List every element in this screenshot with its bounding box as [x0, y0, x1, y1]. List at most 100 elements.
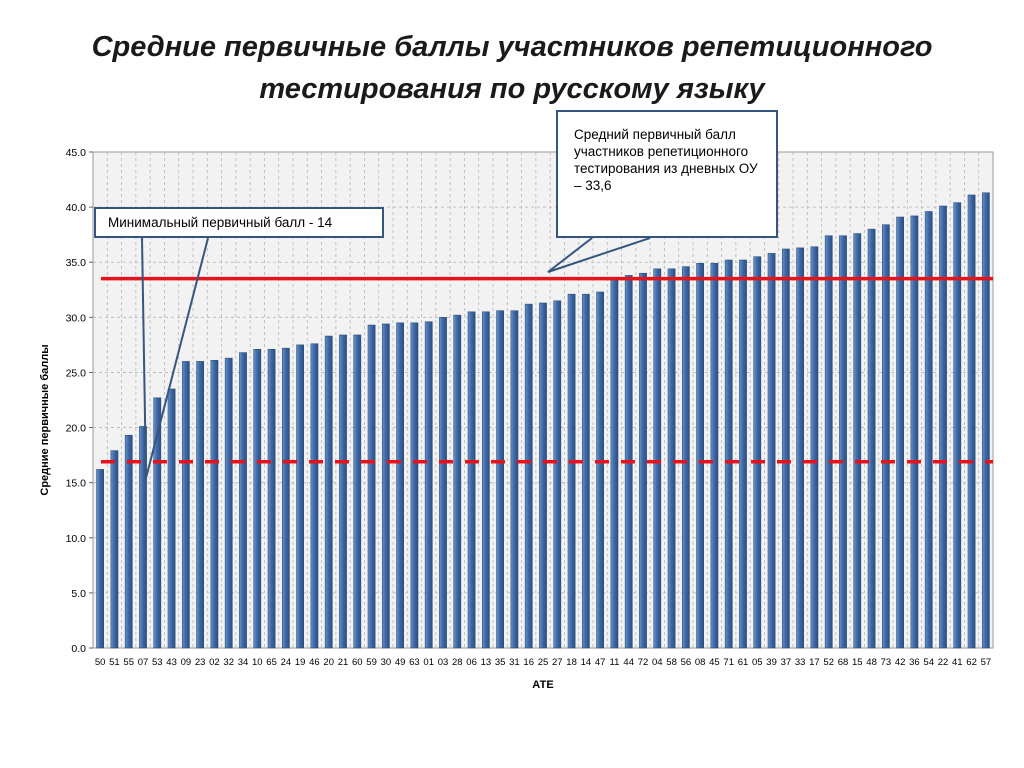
- x-tick-label: 25: [538, 657, 549, 668]
- bar: [310, 343, 319, 649]
- bar: [439, 317, 447, 649]
- x-tick-label: 21: [338, 657, 349, 668]
- x-tick-label: 49: [395, 657, 406, 668]
- x-tick-label: 17: [809, 657, 820, 668]
- x-tick-label: 55: [123, 657, 134, 668]
- x-tick-label: 24: [281, 657, 292, 668]
- bar: [810, 246, 819, 649]
- bar: [753, 256, 762, 649]
- bar: [124, 434, 133, 649]
- avg-callout-pointer: [547, 237, 651, 273]
- bar: [881, 224, 890, 649]
- bar: [481, 311, 490, 649]
- bar: [196, 361, 205, 649]
- bar: [296, 344, 305, 649]
- x-tick-label: 46: [309, 657, 320, 668]
- bar: [324, 335, 333, 649]
- x-tick-label: 28: [452, 657, 463, 668]
- x-tick-label: 14: [581, 657, 592, 668]
- bar: [253, 348, 262, 649]
- x-tick-label: 16: [523, 657, 534, 668]
- bar: [639, 272, 647, 649]
- x-tick-label: 01: [423, 657, 434, 668]
- x-tick-label: 73: [881, 657, 892, 668]
- x-tick-label: 42: [895, 657, 906, 668]
- page-title-line-2: тестирования по русскому языку: [259, 73, 765, 105]
- bar: [767, 253, 776, 649]
- bar: [281, 347, 290, 649]
- x-tick-label: 43: [166, 657, 177, 668]
- bar: [510, 310, 519, 649]
- bars: [96, 192, 990, 649]
- avg-score-callout-text: Средний первичный балл участников репети…: [574, 127, 758, 193]
- bar: [939, 205, 947, 649]
- bar: [610, 278, 619, 649]
- bar: [781, 248, 790, 649]
- bar: [553, 300, 562, 649]
- y-tick-label: 30.0: [66, 312, 87, 324]
- x-tick-label: 05: [752, 657, 763, 668]
- y-axis-title: Средние первичные баллы: [39, 344, 51, 495]
- x-tick-label: 23: [195, 657, 206, 668]
- x-tick-label: 11: [609, 657, 619, 668]
- bar: [696, 263, 705, 649]
- x-tick-label: 54: [923, 657, 934, 668]
- bar: [724, 259, 733, 649]
- x-axis-title: АТЕ: [532, 679, 553, 691]
- bar: [896, 216, 905, 649]
- x-tick-label: 08: [695, 657, 706, 668]
- y-tick-label: 10.0: [66, 533, 87, 545]
- x-tick-label: 53: [152, 657, 163, 668]
- bar: [410, 322, 419, 649]
- bar: [453, 314, 462, 649]
- x-tick-label: 41: [952, 657, 963, 668]
- y-tick-label: 25.0: [66, 367, 87, 379]
- x-tick-label: 18: [566, 657, 577, 668]
- x-tick-label: 51: [109, 657, 120, 668]
- bar: [739, 259, 747, 649]
- x-tick-label: 22: [938, 657, 949, 668]
- bar: [796, 247, 805, 649]
- bar: [824, 235, 833, 649]
- x-tick-label: 34: [238, 657, 249, 668]
- x-tick-label: 10: [252, 657, 263, 668]
- bar: [353, 334, 362, 649]
- x-tick-label: 52: [823, 657, 834, 668]
- bar: [110, 450, 119, 649]
- x-tick-label: 65: [266, 657, 277, 668]
- bar: [267, 348, 276, 649]
- x-tick-label: 15: [852, 657, 863, 668]
- x-tick-label: 35: [495, 657, 506, 668]
- y-tick-label: 45.0: [66, 147, 87, 159]
- avg-score-callout: Средний первичный балл участников репети…: [556, 110, 778, 238]
- x-tick-label: 62: [966, 657, 977, 668]
- bar: [867, 228, 876, 649]
- x-tick-label: 19: [295, 657, 306, 668]
- y-tick-label: 40.0: [66, 202, 87, 214]
- x-tick-label: 02: [209, 657, 220, 668]
- bar: [367, 324, 376, 649]
- min-score-callout: Минимальный первичный балл - 14: [94, 207, 384, 238]
- x-tick-label: 30: [381, 657, 392, 668]
- bar: [381, 323, 390, 649]
- bar: [181, 361, 190, 649]
- y-tick-label: 5.0: [71, 588, 86, 600]
- x-tick-label: 50: [95, 657, 106, 668]
- x-tick-label: 58: [666, 657, 677, 668]
- x-axis: 50 51 55 07 53 43 09 23 02 32 34 10 65 24 19 46 20 21 60 59…: [95, 657, 991, 668]
- bar: [681, 266, 690, 649]
- bar: [224, 357, 233, 649]
- bar: [839, 235, 847, 649]
- x-tick-label: 06: [466, 657, 477, 668]
- bar: [96, 469, 105, 649]
- x-tick-label: 59: [366, 657, 377, 668]
- page-title-line-1: Средние первичные баллы участников репет…: [91, 31, 933, 63]
- y-tick-label: 35.0: [66, 257, 87, 269]
- x-tick-label: 36: [909, 657, 920, 668]
- x-tick-label: 09: [181, 657, 192, 668]
- x-tick-label: 33: [795, 657, 806, 668]
- bar: [524, 303, 533, 649]
- bar: [210, 360, 219, 649]
- bar: [424, 321, 433, 649]
- x-tick-label: 60: [352, 657, 363, 668]
